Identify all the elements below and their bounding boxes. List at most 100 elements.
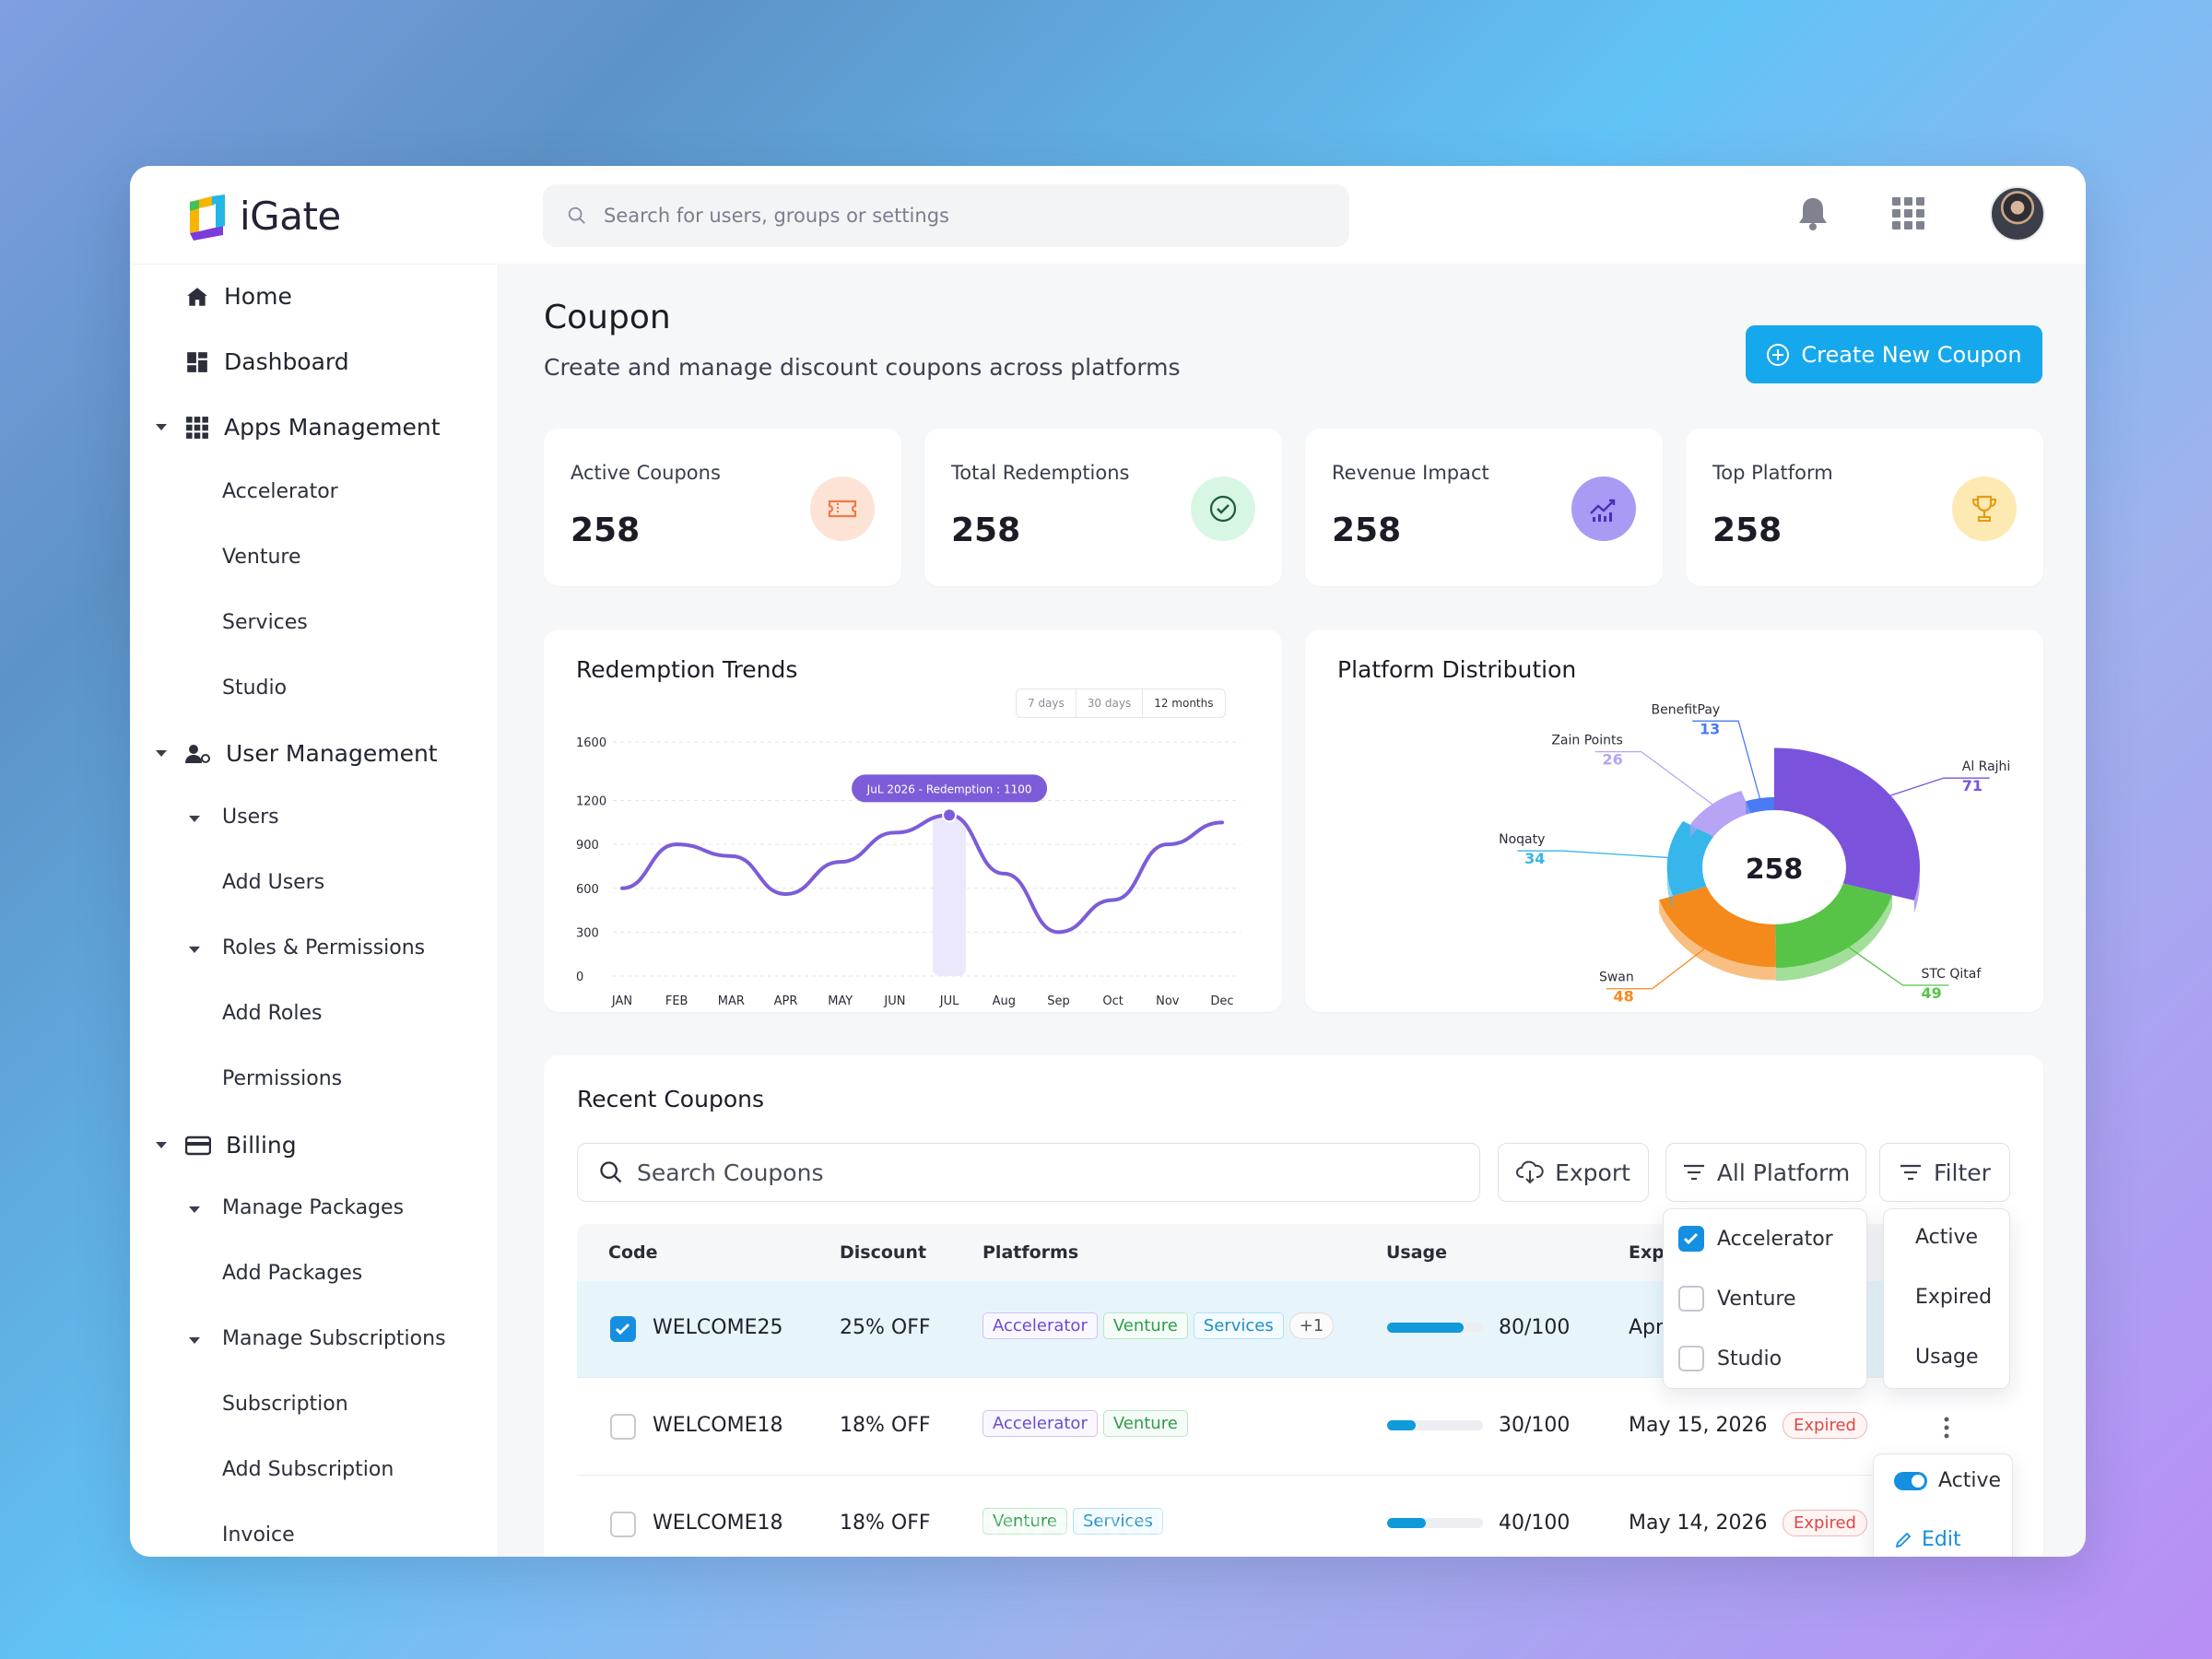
pie-slice	[1659, 882, 1776, 968]
table-row[interactable]: WELCOME18 18% OFF Accelerator Venture 30/…	[577, 1379, 1990, 1476]
caret-down-icon[interactable]	[189, 1206, 200, 1213]
sidebar-item-venture[interactable]: Venture	[222, 546, 301, 569]
usage-bar	[1387, 1518, 1483, 1528]
sidebar-item-add-users[interactable]: Add Users	[222, 871, 325, 894]
sidebar-item-subscription[interactable]: Subscription	[222, 1393, 348, 1416]
coupon-search[interactable]	[577, 1143, 1480, 1202]
create-coupon-button[interactable]: Create New Coupon	[1746, 325, 2042, 383]
sidebar-item-add-packages[interactable]: Add Packages	[222, 1262, 363, 1285]
option-checkbox[interactable]	[1678, 1226, 1704, 1252]
more-platforms-chip[interactable]: +1	[1288, 1312, 1335, 1339]
global-search[interactable]	[543, 184, 1349, 247]
status-option-active[interactable]: Active	[1915, 1226, 1979, 1249]
expiry-date: May 14, 2026	[1629, 1512, 1768, 1535]
sidebar-item-user-management[interactable]: User Management	[185, 740, 438, 767]
row-checkbox[interactable]	[610, 1414, 636, 1440]
slice-label: Swan	[1599, 971, 1634, 985]
platform-option-venture[interactable]: Venture	[1678, 1286, 1796, 1312]
sidebar-item-manage-subscriptions[interactable]: Manage Subscriptions	[222, 1327, 446, 1350]
usage-bar-fill	[1387, 1420, 1417, 1430]
sidebar-item-add-subscription[interactable]: Add Subscription	[222, 1458, 394, 1481]
platform-option-accelerator[interactable]: Accelerator	[1678, 1226, 1833, 1252]
coupon-code: WELCOME18	[653, 1512, 783, 1535]
row-checkbox[interactable]	[610, 1316, 636, 1342]
column-header-platforms[interactable]: Platforms	[982, 1242, 1079, 1263]
sidebar-item-add-roles[interactable]: Add Roles	[222, 1002, 323, 1025]
slice-value: 13	[1700, 720, 1720, 737]
dashboard-icon	[187, 351, 207, 372]
column-header-discount[interactable]: Discount	[840, 1242, 927, 1263]
export-label: Export	[1555, 1159, 1630, 1186]
export-button[interactable]: Export	[1498, 1143, 1649, 1202]
column-header-usage[interactable]: Usage	[1386, 1242, 1448, 1263]
more-vertical-icon[interactable]	[1943, 1416, 1950, 1440]
platform-chip: Venture	[1102, 1312, 1188, 1339]
global-search-input[interactable]	[604, 205, 1249, 227]
logo-mark-icon	[190, 194, 225, 241]
range-tab-7-days[interactable]: 7 days	[1017, 689, 1077, 717]
sidebar-item-apps-management[interactable]: Apps Management	[185, 414, 441, 441]
status-badge: Expired	[1783, 1510, 1867, 1536]
sidebar-item-billing[interactable]: Billing	[185, 1132, 297, 1159]
tooltip-text: JuL 2026 - Redemption : 1100	[866, 782, 1032, 795]
highlight-column	[933, 815, 967, 976]
sidebar-item-manage-packages[interactable]: Manage Packages	[222, 1196, 405, 1219]
y-tick-label: 1600	[576, 736, 606, 750]
expiry-date: Apr	[1629, 1316, 1665, 1339]
slice-value: 49	[1922, 984, 1942, 1002]
platform-filter-button[interactable]: All Platform	[1665, 1143, 1866, 1202]
sidebar-item-studio[interactable]: Studio	[222, 677, 288, 700]
coupon-discount: 18% OFF	[840, 1414, 931, 1437]
caret-down-icon[interactable]	[156, 750, 167, 757]
card-title: Recent Coupons	[577, 1086, 764, 1112]
coupon-search-input[interactable]	[637, 1159, 1448, 1186]
caret-down-icon[interactable]	[189, 1337, 200, 1344]
coupon-code: WELCOME25	[653, 1316, 783, 1339]
slice-label: Noqaty	[1499, 832, 1545, 847]
coupon-discount: 25% OFF	[840, 1316, 931, 1339]
sidebar-item-invoice[interactable]: Invoice	[222, 1524, 295, 1547]
x-tick-label: Oct	[1102, 994, 1123, 1008]
column-header-code[interactable]: Code	[608, 1242, 658, 1263]
option-checkbox[interactable]	[1678, 1346, 1704, 1371]
sidebar-item-users[interactable]: Users	[222, 806, 279, 829]
sidebar-item-accelerator[interactable]: Accelerator	[222, 480, 338, 503]
caret-down-icon[interactable]	[156, 1142, 167, 1148]
platform-option-studio[interactable]: Studio	[1678, 1346, 1782, 1371]
user-avatar[interactable]	[1990, 186, 2045, 241]
row-checkbox[interactable]	[610, 1512, 636, 1537]
redemption-line-chart: 0 300 600 900 1200 1600 JAN FEB MAR APR MAY JUN JUL A…	[576, 736, 1241, 1008]
x-tick-label: Dec	[1210, 994, 1233, 1008]
caret-down-icon[interactable]	[189, 947, 200, 953]
range-tab-30-days[interactable]: 30 days	[1077, 689, 1144, 717]
bell-icon[interactable]	[1798, 196, 1828, 231]
status-option-expired[interactable]: Expired	[1915, 1286, 1993, 1309]
expiry-date: May 15, 2026	[1629, 1414, 1768, 1437]
sidebar-item-label: Apps Management	[224, 414, 441, 441]
column-header-expiry[interactable]: Expi	[1629, 1242, 1671, 1263]
active-toggle[interactable]: Active	[1894, 1469, 2001, 1492]
sidebar-item-roles-permissions[interactable]: Roles & Permissions	[222, 936, 426, 959]
filter-button[interactable]: Filter	[1879, 1143, 2010, 1202]
option-checkbox[interactable]	[1678, 1286, 1704, 1312]
status-option-usage[interactable]: Usage	[1915, 1346, 1979, 1369]
donut-hole	[1702, 810, 1846, 924]
caret-down-icon[interactable]	[189, 816, 200, 822]
sidebar-item-dashboard[interactable]: Dashboard	[185, 348, 349, 375]
platform-chip: Accelerator	[982, 1410, 1098, 1437]
slice-label: Al Rajhi	[1962, 759, 2011, 774]
filter-lines-icon	[1683, 1164, 1704, 1181]
slice-side	[1775, 895, 1893, 982]
leader-line	[1692, 720, 1761, 799]
range-tab-12-months[interactable]: 12 months	[1154, 697, 1214, 710]
apps-grid-icon[interactable]	[1892, 197, 1925, 230]
logo[interactable]: iGate	[181, 188, 341, 243]
sidebar-item-home[interactable]: Home	[185, 283, 292, 310]
sidebar-item-permissions[interactable]: Permissions	[222, 1067, 343, 1090]
cloud-download-icon	[1516, 1160, 1544, 1184]
table-row[interactable]: WELCOME18 18% OFF Venture Services 40/100…	[577, 1477, 1990, 1557]
edit-action[interactable]: Edit	[1894, 1528, 1961, 1551]
caret-down-icon[interactable]	[156, 424, 167, 430]
apps-grid-icon	[186, 416, 208, 439]
sidebar-item-services[interactable]: Services	[222, 611, 308, 634]
